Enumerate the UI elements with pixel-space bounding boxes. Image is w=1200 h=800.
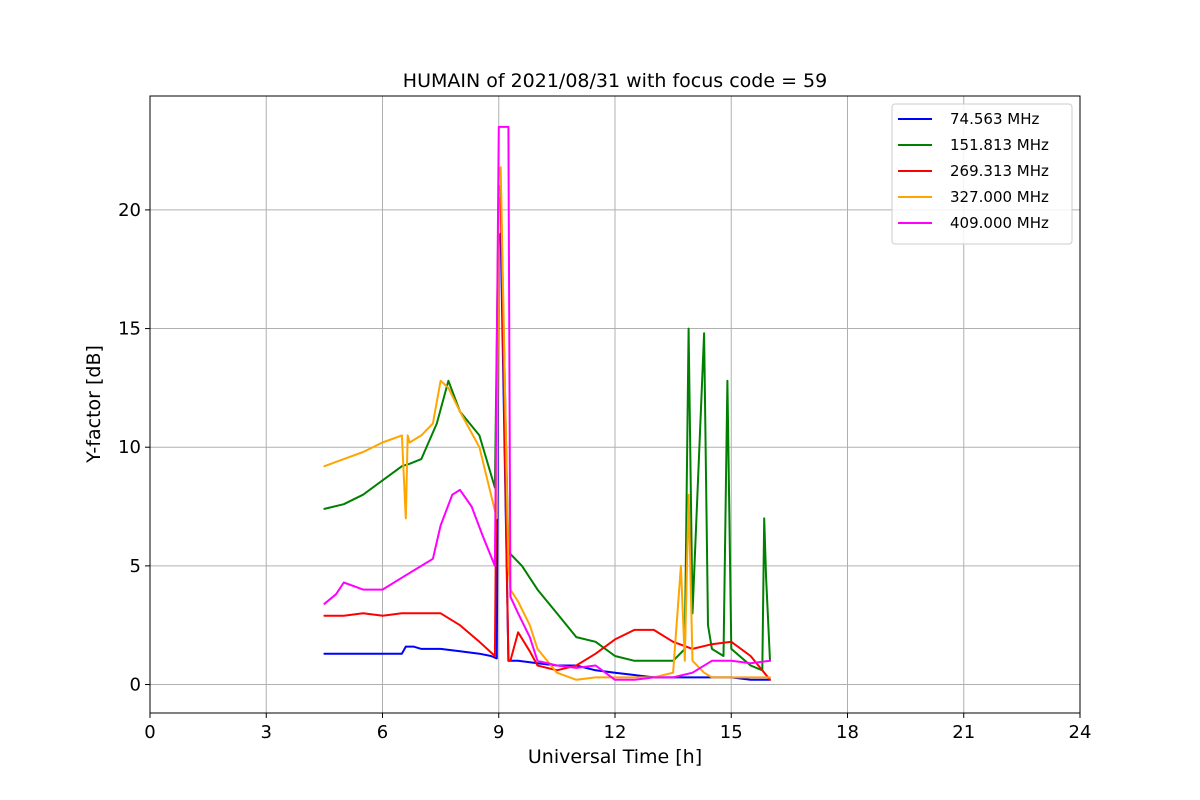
y-tick-label: 10 [118,437,141,458]
x-tick-label: 12 [604,722,627,743]
legend-box [891,103,1073,245]
x-tick-label: 15 [720,722,743,743]
x-tick-label: 0 [144,722,155,743]
series-layer [323,125,771,681]
x-tick-label: 3 [261,722,272,743]
legend-label-4: 327.000 MHz [950,188,1049,206]
x-tick-label: 6 [377,722,388,743]
y-tick-label: 15 [118,319,141,340]
x-tick-label: 9 [493,722,504,743]
series-line-5 [323,125,771,681]
y-axis-title: Y-factor [dB] [83,345,105,464]
series-line-3 [323,197,771,681]
x-tick-label: 21 [952,722,975,743]
legend: 74.563 MHz 151.813 MHz 269.313 MHz 327.000 … [891,103,1073,245]
y-tick-label: 5 [130,556,141,577]
x-tick-label: 18 [836,722,859,743]
x-axis-title: Universal Time [h] [528,746,702,768]
y-tick-label: 20 [118,200,141,221]
legend-label-1: 74.563 MHz [950,110,1039,128]
y-tick-label: 0 [130,675,141,696]
legend-label-5: 409.000 MHz [950,214,1049,232]
series-line-2 [323,185,771,672]
chart-title: HUMAIN of 2021/08/31 with focus code = 5… [403,70,827,92]
legend-label-3: 269.313 MHz [950,162,1049,180]
legend-label-2: 151.813 MHz [950,136,1049,154]
x-tick-label: 24 [1069,722,1092,743]
ticks: 0 3 6 9 12 15 18 21 24 0 5 10 15 20 [118,200,1091,743]
